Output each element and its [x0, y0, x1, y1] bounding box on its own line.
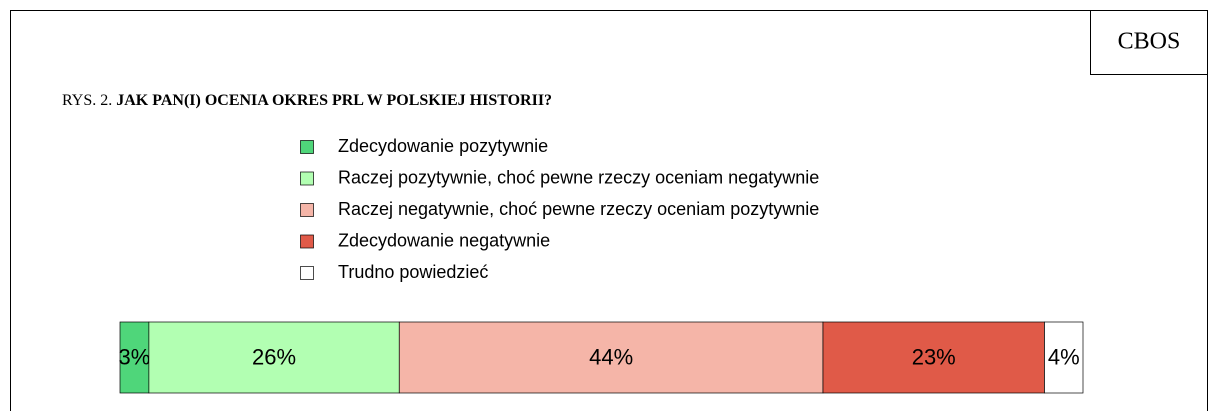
legend-label: Raczej pozytywnie, choć pewne rzeczy oce… — [338, 167, 819, 187]
legend-label: Zdecydowanie negatywnie — [338, 230, 550, 250]
legend-label: Trudno powiedzieć — [338, 262, 488, 282]
bar-segment — [1044, 321, 1084, 394]
figure-label: RYS. 2. — [62, 92, 112, 109]
legend-label: Raczej negatywnie, choć pewne rzeczy oce… — [338, 199, 819, 219]
value-label: 3% — [119, 344, 151, 369]
bar-segment — [148, 321, 400, 394]
bar-segment — [119, 321, 150, 394]
source-box — [1090, 10, 1208, 75]
legend-label: Zdecydowanie pozytywnie — [338, 136, 548, 156]
frame — [10, 10, 1208, 411]
title-text: JAK PAN(I) OCENIA OKRES PRL W POLSKIEJ H… — [116, 92, 552, 109]
title: RYS. 2. JAK PAN(I) OCENIA OKRES PRL W PO… — [62, 92, 552, 109]
legend-swatch — [300, 171, 314, 186]
source: CBOS — [1118, 29, 1181, 55]
legend-swatch — [300, 234, 314, 249]
value-label: 44% — [589, 344, 633, 369]
legend-swatch — [300, 266, 314, 280]
value-label: 26% — [252, 344, 296, 369]
legend-swatch — [300, 140, 314, 154]
bar-segment — [398, 321, 824, 394]
value-label: 4% — [1048, 344, 1080, 369]
legend-swatch — [300, 203, 314, 217]
value-label: 23% — [912, 344, 956, 369]
